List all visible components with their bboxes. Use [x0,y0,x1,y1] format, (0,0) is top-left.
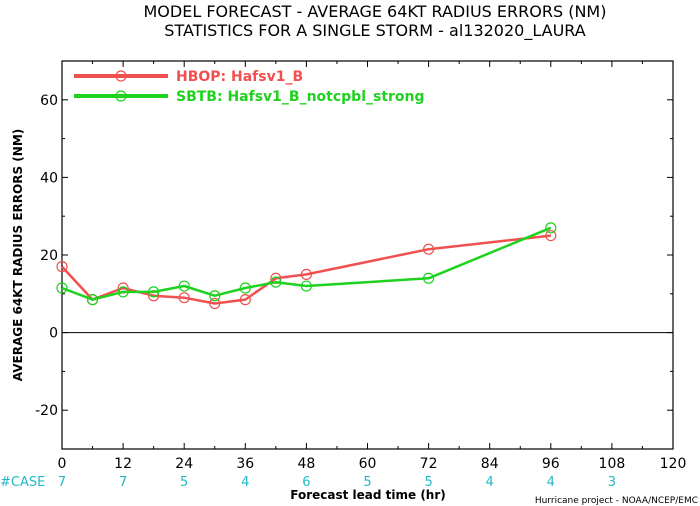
x-axis-label: Forecast lead time (hr) [290,488,446,502]
legend-marker-1 [115,70,127,82]
x-tick-label: 36 [236,456,254,472]
y-axis-label: AVERAGE 64KT RADIUS ERRORS (NM) [11,129,25,381]
series-line-2 [61,226,552,301]
case-count: 5 [180,475,188,490]
series-2-point [117,286,129,298]
case-count: 3 [608,475,616,490]
series-1-point [545,230,557,242]
series-2-point [86,294,99,306]
legend-entry-2: SBTB: Hafsv1_B_notcpbl_strong [176,89,425,105]
case-count: 4 [241,475,249,490]
series-2-point [239,282,251,294]
series-1-point [423,243,435,255]
series-2-point [56,282,68,294]
series-2-point [545,222,557,234]
x-tick-label: 84 [481,456,499,472]
series-1-point [209,297,221,310]
y-tick-label: -20 [35,403,58,419]
case-count: 5 [363,475,371,490]
credit-text: Hurricane project - NOAA/NCEP/EMC [535,496,698,506]
y-tick-label: 60 [40,93,58,109]
legend-marker-2 [115,90,127,102]
series-2-point [423,272,435,284]
case-count: 4 [547,475,555,490]
x-tick-label: 24 [175,456,193,472]
chart-subtitle: STATISTICS FOR A SINGLE STORM - al132020… [164,21,585,41]
x-tick-label: 0 [58,456,67,472]
case-count: 5 [424,475,432,490]
case-count: 7 [119,475,127,490]
y-tick-label: 20 [40,248,58,264]
x-tick-label: 96 [542,456,560,472]
x-tick-label: 12 [114,456,132,472]
series-2-point [148,286,160,298]
series-1-point [300,268,312,280]
series-1-point [56,261,68,273]
case-count: 4 [486,475,494,490]
legend-entry-1: HBOP: Hafsv1_B [176,69,303,85]
series-2-point [209,290,221,302]
x-tick-label: 120 [660,456,687,472]
y-tick-label: 0 [49,326,58,342]
case-label: #CASE [0,475,45,490]
x-tick-label: 72 [420,456,438,472]
series-2-point [270,276,282,288]
series-line-1 [61,234,551,305]
series-2-point [178,280,190,292]
case-count: 6 [302,475,310,490]
y-tick-label: 40 [40,170,58,186]
plot-frame [61,60,674,450]
series-1-point [239,294,251,306]
x-tick-label: 60 [359,456,377,472]
series-1-point [178,292,190,304]
x-tick-label: 108 [599,456,626,472]
case-count: 7 [58,475,66,490]
chart-title: MODEL FORECAST - AVERAGE 64KT RADIUS ERR… [144,2,607,21]
x-tick-label: 48 [297,456,315,472]
series-2-point [300,280,312,292]
